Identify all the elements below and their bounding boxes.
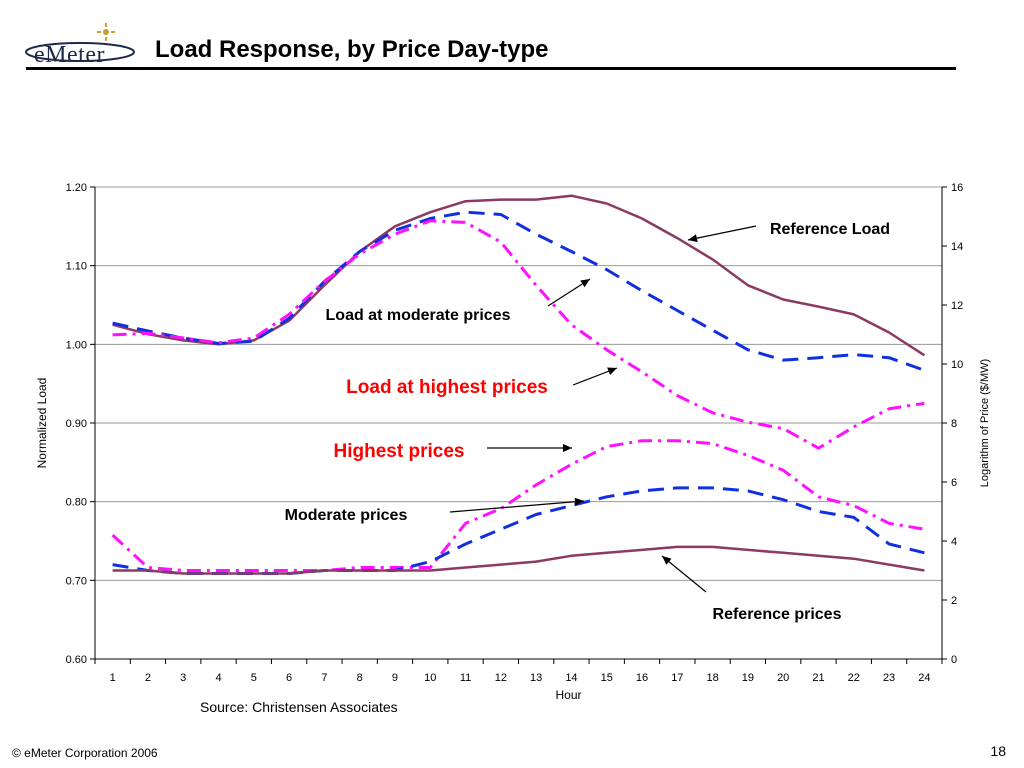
y2-tick-label: 0 [951, 654, 957, 666]
y2-tick-label: 2 [951, 595, 957, 607]
x-tick-label: 13 [530, 672, 542, 684]
y-tick-label: 1.00 [66, 339, 87, 351]
annotation-arrowhead [688, 234, 698, 243]
annotation-arrowhead [563, 444, 572, 452]
annotation-arrowhead [662, 556, 672, 565]
x-tick-label: 14 [565, 672, 577, 684]
x-tick-label: 4 [215, 672, 221, 684]
x-tick-label: 3 [180, 672, 186, 684]
annotation-arrow-line [449, 500, 585, 513]
x-tick-label: 17 [671, 672, 683, 684]
x-tick-label: 5 [251, 672, 257, 684]
y2-tick-label: 12 [951, 300, 963, 312]
y2-tick-label: 14 [951, 241, 963, 253]
x-tick-label: 18 [706, 672, 718, 684]
annotation-label: Load at moderate prices [326, 307, 511, 324]
annotation-label: Moderate prices [285, 507, 408, 524]
x-tick-label: 20 [777, 672, 789, 684]
x-tick-label: 12 [495, 672, 507, 684]
y2-tick-label: 6 [951, 477, 957, 489]
page-number: 18 [990, 743, 1006, 759]
x-tick-label: 9 [392, 672, 398, 684]
y-axis-title: Normalized Load [35, 378, 49, 469]
annotation-arrow-line [661, 555, 707, 593]
x-axis-title: Hour [555, 688, 581, 702]
x-tick-label: 6 [286, 672, 292, 684]
x-tick-label: 8 [357, 672, 363, 684]
y-tick-label: 0.60 [66, 654, 87, 666]
x-tick-label: 11 [460, 672, 471, 684]
x-tick-label: 7 [321, 672, 327, 684]
y2-tick-label: 10 [951, 359, 963, 371]
y-tick-label: 0.70 [66, 575, 87, 587]
logo-text: eMeter [34, 42, 105, 68]
x-tick-label: 21 [812, 672, 824, 684]
x-tick-label: 1 [110, 672, 116, 684]
y2-axis-title: Logarithm of Price ($/MW) [979, 359, 991, 487]
y2-tick-label: 4 [951, 536, 957, 548]
x-tick-label: 2 [145, 672, 151, 684]
annotation-arrowhead [574, 497, 584, 506]
y2-tick-label: 8 [951, 418, 957, 430]
annotation-label: Highest prices [334, 441, 465, 462]
x-tick-label: 10 [424, 672, 436, 684]
y-tick-label: 1.10 [66, 261, 87, 273]
sun-icon [97, 23, 115, 41]
source-note: Source: Christensen Associates [200, 699, 398, 715]
series-line-highest-prices [111, 439, 925, 572]
annotation-label: Load at highest prices [346, 377, 548, 398]
y-tick-label: 0.90 [66, 418, 87, 430]
x-tick-label: 15 [601, 672, 613, 684]
y2-tick-label: 16 [951, 182, 963, 194]
copyright-footer: © eMeter Corporation 2006 [12, 746, 158, 760]
x-tick-label: 22 [848, 672, 860, 684]
logo-swoosh-icon [25, 23, 135, 62]
title-rule [26, 67, 956, 70]
series-line-load-at-moderate-prices [112, 210, 925, 372]
annotation-label: Reference Load [770, 221, 890, 238]
series-line-load-at-highest-prices [112, 219, 925, 450]
annotation-arrowhead [607, 367, 617, 375]
series-line-reference-load [112, 194, 926, 357]
annotation-arrow-line [687, 225, 757, 241]
x-tick-label: 16 [636, 672, 648, 684]
emeter-logo: eMeter [22, 22, 150, 70]
x-tick-label: 24 [918, 672, 930, 684]
x-tick-label: 19 [742, 672, 754, 684]
y-tick-label: 0.80 [66, 497, 87, 509]
annotation-arrowhead [580, 279, 590, 288]
annotation-label: Reference prices [713, 606, 842, 623]
slide-title: Load Response, by Price Day-type [155, 36, 549, 63]
x-tick-label: 23 [883, 672, 895, 684]
series-line-reference-prices [112, 545, 925, 575]
series-line-moderate-prices [112, 486, 925, 575]
y-tick-label: 1.20 [66, 182, 87, 194]
